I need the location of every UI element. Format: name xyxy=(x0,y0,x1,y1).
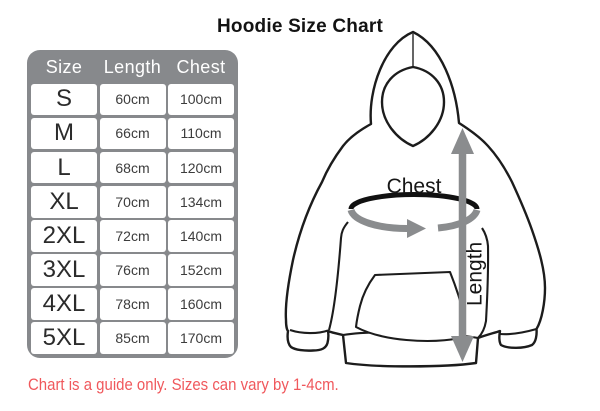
cell-chest: 120cm xyxy=(168,151,234,184)
hoodie-outline xyxy=(284,30,547,368)
cell-length: 68cm xyxy=(99,151,166,184)
hood-opening xyxy=(380,65,446,148)
cell-size: M xyxy=(31,117,97,150)
column-header-chest: Chest xyxy=(176,57,226,77)
length-label: Length xyxy=(464,242,487,306)
column-header-length: Length xyxy=(103,57,162,77)
cell-length: 70cm xyxy=(99,185,166,218)
cell-chest: 110cm xyxy=(168,117,234,150)
chest-arc-back xyxy=(348,192,480,210)
size-table: Size Length Chest S 60cm 100cm M 66cm 11… xyxy=(27,50,238,358)
cuff-line-left xyxy=(289,329,329,335)
cell-length: 72cm xyxy=(99,220,166,252)
cell-chest: 134cm xyxy=(168,185,234,218)
column-header-size: Size xyxy=(45,57,83,77)
cuff-line-right xyxy=(499,327,537,336)
cell-length: 60cm xyxy=(99,83,166,116)
cell-size: S xyxy=(31,83,97,116)
cell-size: 3XL xyxy=(31,254,97,286)
chest-label: Chest xyxy=(387,175,442,198)
cell-size: XL xyxy=(31,185,97,218)
page-title: Hoodie Size Chart xyxy=(217,16,383,37)
cell-size: 5XL xyxy=(31,322,97,354)
length-arrowhead-down xyxy=(451,336,474,362)
cell-chest: 152cm xyxy=(168,254,234,286)
sleeve-seam-left xyxy=(327,221,349,331)
cell-size: 4XL xyxy=(31,288,97,320)
cell-size: 2XL xyxy=(31,220,97,252)
length-arrowhead-up xyxy=(451,128,474,154)
hoodie-illustration: Chest Length xyxy=(284,30,547,368)
cell-length: 78cm xyxy=(99,288,166,320)
cell-length: 85cm xyxy=(99,322,166,354)
cell-chest: 160cm xyxy=(168,288,234,320)
cell-chest: 100cm xyxy=(168,83,234,116)
disclaimer-note: Chart is a guide only. Sizes can vary by… xyxy=(28,375,339,394)
chest-arc-front-left xyxy=(347,208,408,232)
cell-size: L xyxy=(31,151,97,184)
cell-chest: 170cm xyxy=(168,322,234,354)
chest-arrowhead xyxy=(407,219,426,238)
cell-length: 76cm xyxy=(99,254,166,286)
cell-length: 66cm xyxy=(99,117,166,150)
pocket xyxy=(354,270,466,342)
sleeve-seam-right xyxy=(477,227,490,339)
cell-chest: 140cm xyxy=(168,220,234,252)
